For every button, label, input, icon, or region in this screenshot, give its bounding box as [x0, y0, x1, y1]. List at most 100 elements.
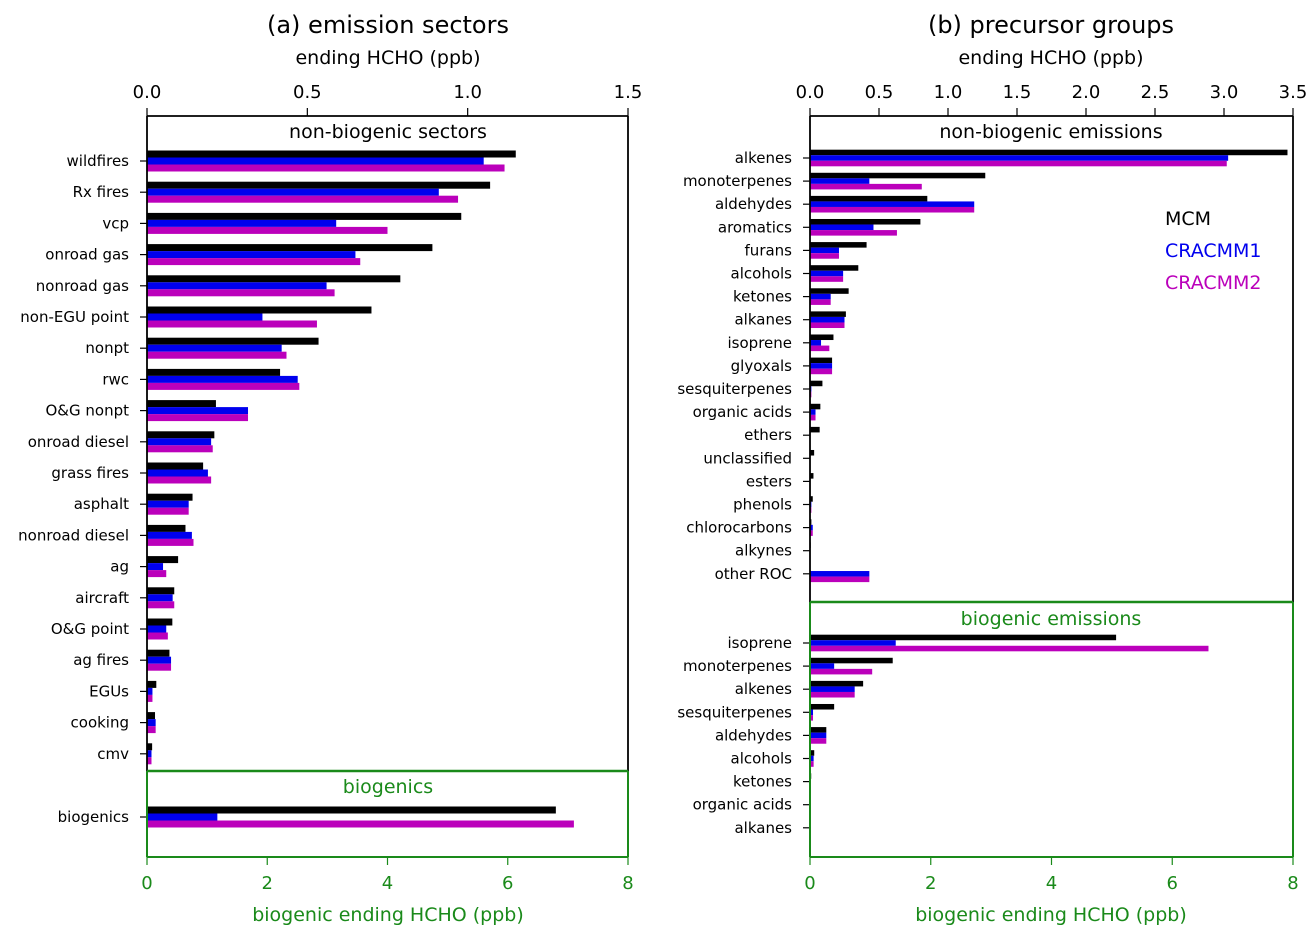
- chart-a-top-bar-cracmm2: [147, 382, 300, 390]
- chart-b-top-category-label: alkenes: [735, 149, 792, 167]
- chart-b-bottom-category-label: alkenes: [735, 680, 792, 698]
- chart-b-top-bar-cracmm1: [810, 524, 813, 531]
- chart-a-bottom-axis-label: biogenic ending HCHO (ppb): [252, 904, 524, 926]
- chart-a-top-bar-mcm: [147, 493, 193, 501]
- chart-a-top-bar-cracmm2: [147, 632, 168, 640]
- chart-a-top-category-label: EGUs: [89, 682, 129, 700]
- chart-b-top-x-tick-label: 3.5: [1279, 82, 1308, 103]
- chart-b-top-bar-cracmm1: [810, 247, 839, 254]
- chart-a-top-category-label: onroad gas: [45, 246, 129, 264]
- chart-a-top-bar-cracmm1: [147, 687, 153, 695]
- chart-a-top-category-label: wildfires: [67, 152, 130, 170]
- chart-a-top-bar-cracmm1: [147, 500, 189, 508]
- chart-b-top-x-tick-label: 1.5: [1003, 82, 1032, 103]
- chart-b-bottom-bar-mcm: [810, 634, 1117, 641]
- chart-a-top-bar-mcm: [147, 680, 157, 688]
- chart-b-top-category-label: monoterpenes: [683, 172, 792, 190]
- chart-b-top-bar-cracmm1: [810, 155, 1229, 161]
- chart-b-top-x-tick-label: 0.5: [865, 82, 894, 103]
- chart-a-top-category-label: aircraft: [75, 589, 129, 607]
- chart-a-top-bar-cracmm2: [147, 195, 459, 203]
- chart-a-top-category-label: nonpt: [85, 339, 129, 357]
- chart-b-bottom-category-label: alcohols: [731, 750, 793, 768]
- chart-b-top-category-label: isoprene: [728, 334, 792, 352]
- chart-b-top-bar-cracmm1: [810, 571, 870, 577]
- chart-a-top-bar-cracmm2: [147, 663, 172, 671]
- chart-b-bottom-bar-cracmm1: [810, 663, 835, 669]
- chart-b-top-bar-mcm: [810, 172, 986, 179]
- chart-a-top-bar-cracmm1: [147, 375, 298, 383]
- legend-item-cracmm1: CRACMM1: [1165, 240, 1262, 262]
- chart-b-top-bar-cracmm2: [810, 276, 844, 282]
- chart-b-bottom-category-label: aldehydes: [715, 726, 792, 744]
- chart-b-bottom-bar-mcm: [810, 657, 893, 664]
- chart-a-top-category-label: nonroad gas: [36, 277, 129, 295]
- chart-a-bottom-category-label: biogenics: [58, 808, 130, 826]
- chart-a-bottom-x-tick-label: 6: [502, 873, 513, 894]
- chart-a-top-bar-cracmm2: [147, 538, 194, 546]
- chart-b-bottom-bar-cracmm1: [810, 640, 896, 646]
- chart-a-top-bar-cracmm2: [147, 476, 212, 484]
- chart-b-top-x-tick-label: 1.0: [934, 82, 963, 103]
- chart-a-top-category-label: vcp: [102, 214, 129, 232]
- chart-b-bottom-category-label: alkanes: [734, 819, 792, 837]
- chart-b-bottom-bar-cracmm2: [810, 738, 827, 744]
- chart-b-top-bar-cracmm1: [810, 316, 845, 323]
- chart-b-top-bar-cracmm1: [810, 224, 874, 231]
- chart-a-top-bar-mcm: [147, 524, 186, 532]
- chart-b-top-bar-cracmm2: [810, 253, 839, 259]
- chart-b-bottom-bar-cracmm1: [810, 732, 827, 739]
- chart-b-title: (b) precursor groups: [928, 11, 1174, 39]
- chart-b-top-category-label: other ROC: [715, 565, 792, 583]
- chart-precursor-groups: (b) precursor groups ending HCHO (ppb) b…: [677, 11, 1307, 926]
- chart-a-bottom-panel-title: biogenics: [343, 776, 433, 798]
- chart-a-top-category-label: ag fires: [73, 651, 129, 669]
- chart-a-top-bar-cracmm1: [147, 563, 164, 571]
- chart-a-top-bar-cracmm1: [147, 438, 212, 446]
- legend-item-mcm: MCM: [1165, 208, 1211, 230]
- chart-b-top-bar-mcm: [810, 403, 821, 410]
- chart-a-title: (a) emission sectors: [267, 11, 509, 39]
- chart-a-top-bar-cracmm1: [147, 750, 152, 758]
- chart-a-top-bar-cracmm2: [147, 757, 152, 765]
- chart-a-top-category-label: onroad diesel: [28, 433, 129, 451]
- chart-b-top-bar-cracmm1: [810, 270, 844, 277]
- chart-a-top-bar-cracmm1: [147, 344, 282, 352]
- chart-b-top-panel-title: non-biogenic emissions: [939, 121, 1162, 143]
- chart-b-top-category-label: alkynes: [735, 542, 792, 560]
- chart-a-top-bar-cracmm1: [147, 157, 484, 165]
- chart-b-bottom-bar-cracmm2: [810, 715, 814, 721]
- chart-a-bottom-x-tick-label: 8: [622, 873, 633, 894]
- chart-a-top-bar-cracmm2: [147, 289, 335, 297]
- chart-b-top-bar-cracmm1: [810, 340, 822, 346]
- chart-b-top-x-tick-label: 2.5: [1141, 82, 1170, 103]
- chart-a-top-bar-cracmm1: [147, 719, 156, 727]
- chart-a-top-bar-mcm: [147, 587, 175, 595]
- chart-b-top-bar-cracmm2: [810, 345, 830, 352]
- chart-a-top-bar-mcm: [147, 212, 462, 220]
- chart-a-top-bar-cracmm1: [147, 313, 263, 321]
- chart-b-top-bar-cracmm2: [810, 299, 831, 305]
- chart-a-top-panel-title: non-biogenic sectors: [289, 121, 487, 143]
- chart-b-top-bar-mcm: [810, 357, 833, 364]
- chart-b-bottom-bar-cracmm1: [810, 686, 855, 692]
- chart-a-bottom-x-tick-label: 2: [262, 873, 273, 894]
- chart-b-top-x-tick-label: 3.0: [1210, 82, 1239, 103]
- chart-a-top-category-label: asphalt: [74, 495, 129, 513]
- chart-b-top-bar-mcm: [810, 149, 1288, 156]
- chart-a-top-bar-cracmm1: [147, 282, 327, 290]
- chart-b-top-category-label: alkanes: [734, 311, 792, 329]
- chart-a-top-bar-cracmm1: [147, 656, 172, 664]
- chart-b-bottom-x-tick-label: 8: [1287, 873, 1298, 894]
- chart-b-top-bar-cracmm1: [810, 178, 870, 184]
- chart-a-top-bar-cracmm2: [147, 726, 156, 734]
- chart-b-top-x-tick-label: 2.0: [1072, 82, 1101, 103]
- chart-b-top-bar-mcm: [810, 218, 921, 225]
- chart-a-top-bar-cracmm2: [147, 320, 317, 328]
- chart-b-top-bar-mcm: [810, 265, 859, 271]
- chart-b-top-bar-cracmm2: [810, 322, 845, 329]
- chart-b-top-category-label: aldehydes: [715, 195, 792, 213]
- chart-b-top-bar-mcm: [810, 426, 820, 433]
- chart-b-top-category-label: ketones: [733, 288, 792, 306]
- chart-b-top-bar-mcm: [810, 334, 834, 341]
